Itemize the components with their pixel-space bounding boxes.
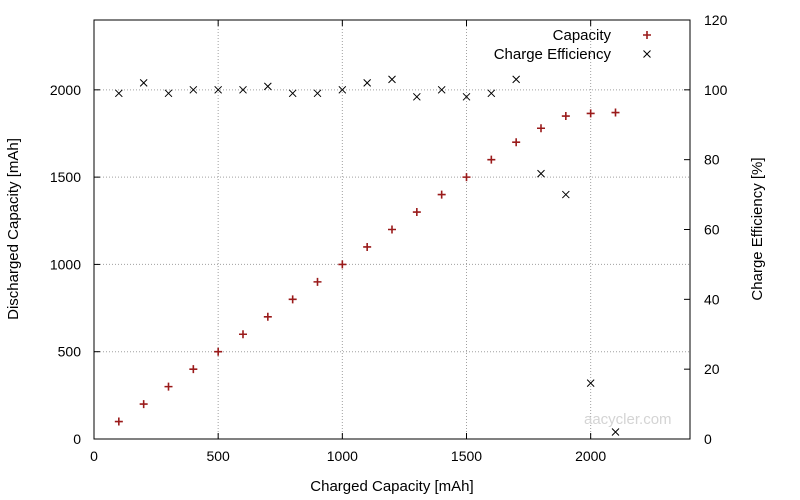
x-tick-label: 0 [90, 448, 98, 464]
charge-efficiency-point [313, 89, 322, 98]
watermark: aacycler.com [584, 411, 672, 428]
data-marks [114, 75, 620, 436]
x-tick-label: 1000 [327, 448, 358, 464]
charge-efficiency-point [512, 75, 521, 84]
capacity-point [139, 400, 148, 409]
y2-tick-label: 100 [704, 82, 728, 98]
charge-efficiency-point [263, 82, 272, 91]
capacity-point [437, 190, 446, 199]
y2-tick-label: 80 [704, 152, 720, 168]
charge-efficiency-point [363, 78, 372, 87]
capacity-point [561, 112, 570, 121]
charge-efficiency-point [462, 92, 471, 101]
legend-swatch-capacity [643, 31, 651, 39]
capacity-point [512, 138, 521, 147]
y-tick-label: 500 [58, 344, 82, 360]
x-tick-label: 1500 [451, 448, 482, 464]
charge-efficiency-point [189, 85, 198, 94]
y2-axis-title: Charge Efficiency [%] [749, 157, 766, 300]
capacity-point [288, 295, 297, 304]
charge-efficiency-point [288, 89, 297, 98]
capacity-point [313, 277, 322, 286]
y2-tick-label: 40 [704, 291, 720, 307]
charge-efficiency-point [561, 190, 570, 199]
charge-efficiency-point [139, 78, 148, 87]
legend-swatch-charge-efficiency [643, 50, 651, 58]
charge-efficiency-point [239, 85, 247, 94]
charge-efficiency-point [437, 85, 446, 94]
y2-tick-label: 0 [704, 431, 712, 447]
y2-tick-label: 20 [704, 361, 720, 377]
charge-efficiency-point [214, 85, 223, 94]
capacity-point [114, 417, 123, 426]
charge-efficiency-point [487, 89, 496, 98]
charge-efficiency-point [114, 89, 123, 98]
capacity-point [338, 260, 347, 269]
capacity-point [189, 365, 198, 374]
legend: Capacity Charge Efficiency [494, 27, 651, 63]
capacity-point [239, 330, 247, 339]
capacity-point [412, 208, 421, 217]
y-tick-label: 1000 [50, 256, 81, 272]
charge-efficiency-point [388, 75, 396, 84]
y-tick-label: 2000 [50, 82, 81, 98]
capacity-point [388, 225, 396, 234]
tick-labels: 0 500 1000 1500 2000 0 500 1000 1500 2000 0 20 40 60 8… [50, 12, 728, 464]
capacity-point [363, 242, 372, 251]
x-tick-label: 2000 [575, 448, 606, 464]
charge-efficiency-point [611, 428, 620, 436]
charge-efficiency-point [164, 89, 173, 98]
charge-efficiency-point [537, 169, 545, 178]
y-tick-label: 1500 [50, 169, 81, 185]
capacity-point [611, 108, 620, 117]
capacity-point [462, 173, 471, 182]
x-tick-label: 500 [206, 448, 230, 464]
capacity-point [586, 109, 595, 118]
plot-frame [93, 19, 691, 440]
legend-label-charge-efficiency: Charge Efficiency [494, 46, 612, 63]
capacity-point [164, 382, 173, 391]
capacity-point [263, 312, 272, 321]
capacity-point [214, 347, 223, 356]
y-axis-title: Discharged Capacity [mAh] [5, 138, 22, 320]
y2-tick-label: 120 [704, 12, 728, 28]
capacity-point [537, 124, 545, 133]
x-axis-title: Charged Capacity [mAh] [310, 478, 473, 495]
y2-tick-label: 60 [704, 222, 720, 238]
charge-efficiency-point [412, 92, 421, 101]
y-tick-label: 0 [73, 431, 81, 447]
charge-efficiency-point [586, 379, 595, 387]
legend-swatches [643, 31, 651, 58]
capacity-point [487, 155, 496, 164]
charge-efficiency-point [338, 85, 347, 94]
legend-label-capacity: Capacity [553, 27, 612, 44]
